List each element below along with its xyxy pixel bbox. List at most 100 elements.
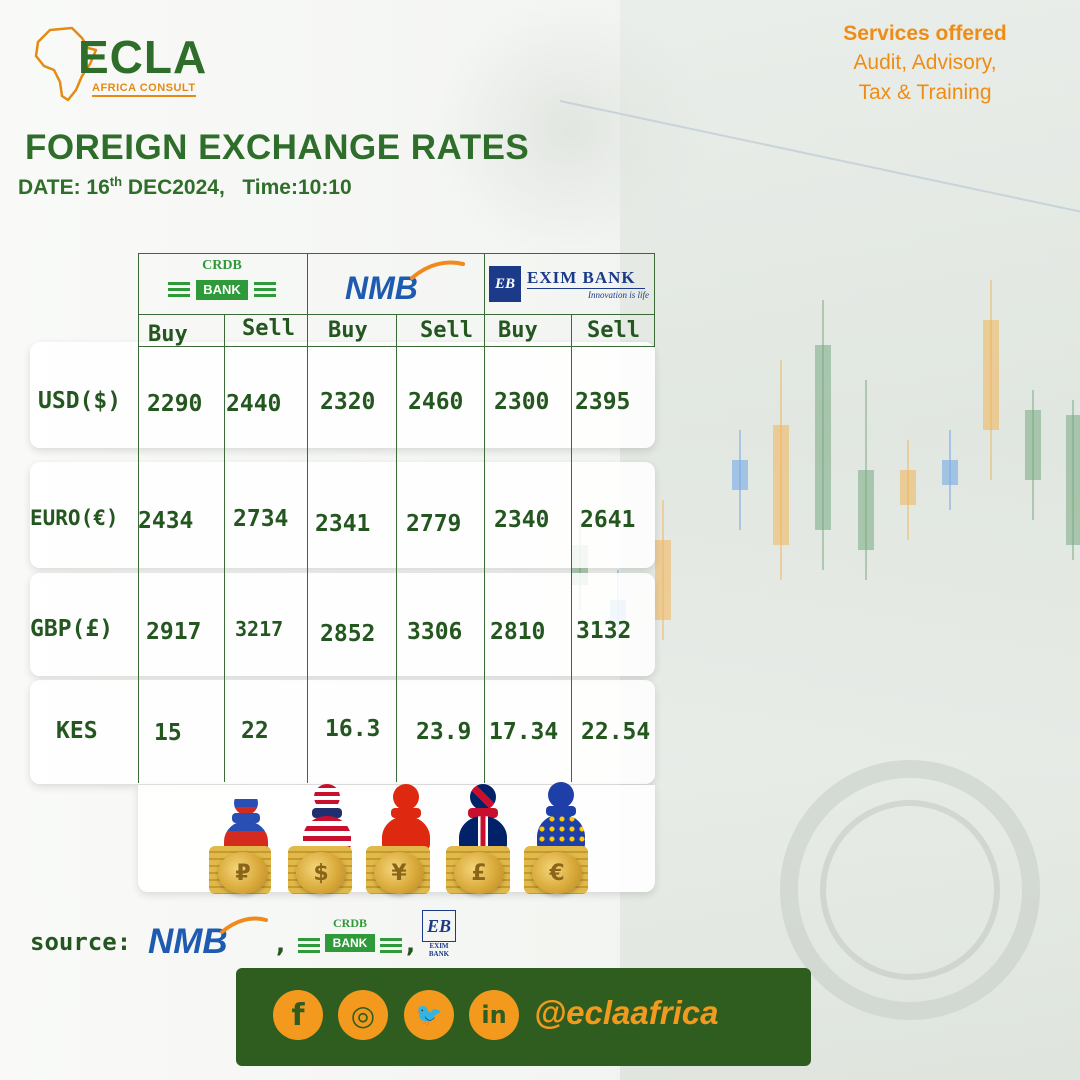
table-cell: 16.3 bbox=[325, 716, 381, 742]
source-exim-emblem: EB bbox=[422, 910, 456, 942]
col-exim-sell: Sell bbox=[587, 318, 640, 343]
exim-bank-name: EXIM BANK bbox=[527, 268, 636, 287]
row-background-euro bbox=[30, 462, 655, 568]
candlestick bbox=[655, 500, 671, 640]
currency-gbp: GBP(£) bbox=[30, 616, 114, 642]
nmb-swoosh-icon bbox=[410, 260, 465, 280]
source-nmb-swoosh-icon bbox=[220, 916, 268, 934]
table-cell: 2300 bbox=[494, 389, 550, 415]
crdb-bank-logo: CRDB BANK bbox=[168, 258, 276, 308]
candlestick bbox=[942, 430, 958, 510]
col-nmb-buy: Buy bbox=[328, 318, 368, 343]
logo-subtitle: AFRICA CONSULT bbox=[92, 82, 196, 97]
row-background-kes bbox=[30, 680, 655, 784]
table-cell: 2734 bbox=[233, 506, 289, 532]
source-label: source: bbox=[30, 928, 132, 956]
table-cell: 2290 bbox=[147, 391, 203, 417]
services-line-1: Audit, Advisory, bbox=[853, 51, 997, 74]
twitter-icon[interactable]: 🐦 bbox=[404, 990, 454, 1040]
table-border bbox=[307, 253, 308, 783]
euro-coin-icon: € bbox=[532, 852, 582, 894]
eu-flag-pawn-icon bbox=[530, 778, 590, 860]
table-cell: 3306 bbox=[407, 619, 463, 645]
source-nmb-logo: NMB bbox=[148, 922, 228, 961]
crdb-top-text: CRDB bbox=[202, 258, 242, 273]
source-crdb-logo: CRDB BANK bbox=[298, 916, 402, 958]
ecla-logo: ECLA AFRICA CONSULT bbox=[30, 24, 220, 104]
row-background-usd bbox=[30, 342, 655, 448]
social-media-bar: f ◎ 🐦 in @eclaafrica bbox=[236, 968, 811, 1066]
source-exim-name: EXIM BANK bbox=[428, 942, 450, 958]
candlestick bbox=[773, 360, 789, 580]
africa-map-icon bbox=[34, 26, 98, 102]
source-crdb-bank-text: BANK bbox=[325, 934, 375, 952]
time: Time:10:10 bbox=[242, 176, 352, 199]
table-cell: 2320 bbox=[320, 389, 376, 415]
social-handle[interactable]: @eclaafrica bbox=[534, 994, 719, 1031]
table-border bbox=[396, 314, 397, 782]
table-cell: 3217 bbox=[235, 617, 284, 641]
crdb-bank-text: BANK bbox=[196, 280, 248, 300]
ruble-coin-icon: ₽ bbox=[218, 852, 268, 894]
table-cell: 22 bbox=[241, 718, 269, 744]
col-crdb-sell: Sell bbox=[242, 316, 295, 341]
col-nmb-sell: Sell bbox=[420, 318, 473, 343]
candlestick bbox=[983, 280, 999, 480]
table-cell: 2340 bbox=[494, 507, 550, 533]
table-cell: 2341 bbox=[315, 511, 371, 537]
table-border bbox=[571, 314, 572, 782]
table-border bbox=[654, 253, 655, 347]
facebook-icon[interactable]: f bbox=[273, 990, 323, 1040]
row-background-gbp bbox=[30, 573, 655, 676]
source-exim-logo: EB EXIM BANK bbox=[422, 910, 456, 960]
candlestick bbox=[900, 440, 916, 540]
table-cell: 2641 bbox=[580, 507, 636, 533]
table-border bbox=[224, 314, 225, 782]
table-cell: 2434 bbox=[138, 508, 194, 534]
table-cell: 15 bbox=[154, 720, 182, 746]
exim-tagline: Innovation is life bbox=[588, 290, 649, 300]
table-cell: 17.34 bbox=[489, 719, 559, 745]
table-border bbox=[484, 253, 485, 783]
table-cell: 3132 bbox=[576, 618, 632, 644]
coin-inner-outline bbox=[820, 800, 1000, 980]
table-cell: 2779 bbox=[406, 511, 462, 537]
table-cell: 22.54 bbox=[581, 719, 651, 745]
candlestick bbox=[858, 380, 874, 580]
table-cell: 2810 bbox=[490, 619, 546, 645]
source-crdb-top-text: CRDB bbox=[332, 916, 368, 930]
currency-kes: KES bbox=[56, 718, 98, 744]
page-title: FOREIGN EXCHANGE RATES bbox=[25, 128, 530, 167]
services-line-2: Tax & Training bbox=[858, 81, 992, 104]
table-cell: 23.9 bbox=[416, 719, 472, 745]
date-time: DATE: 16th DEC2024, Time:10:10 bbox=[18, 174, 352, 200]
table-border bbox=[138, 253, 139, 783]
table-cell: 2440 bbox=[226, 391, 282, 417]
candlestick bbox=[1066, 400, 1080, 560]
exim-emblem: EB bbox=[489, 266, 521, 302]
nmb-logo: NMB bbox=[345, 270, 418, 306]
dollar-coin-icon: $ bbox=[296, 852, 346, 894]
table-cell: 2460 bbox=[408, 389, 464, 415]
yuan-coin-icon: ¥ bbox=[374, 852, 424, 894]
candlestick bbox=[815, 300, 831, 570]
currency-euro: EURO(€) bbox=[30, 506, 119, 530]
linkedin-icon[interactable]: in bbox=[469, 990, 519, 1040]
exim-underline bbox=[527, 288, 645, 289]
instagram-icon[interactable]: ◎ bbox=[338, 990, 388, 1040]
table-cell: 2917 bbox=[146, 619, 202, 645]
date-suffix: th bbox=[109, 174, 123, 189]
source-separator: , bbox=[276, 930, 286, 958]
table-cell: 2852 bbox=[320, 621, 376, 647]
table-border bbox=[138, 253, 655, 254]
source-separator: , bbox=[406, 930, 416, 958]
candlestick bbox=[1025, 390, 1041, 520]
services-title: Services offered bbox=[843, 22, 1007, 45]
col-crdb-buy: Buy bbox=[148, 322, 188, 347]
services-offered: Services offered Audit, Advisory, Tax & … bbox=[810, 20, 1040, 108]
currency-usd: USD($) bbox=[38, 388, 122, 414]
col-exim-buy: Buy bbox=[498, 318, 538, 343]
date-prefix: DATE: 16 bbox=[18, 176, 110, 199]
logo-wordmark: ECLA bbox=[78, 31, 208, 83]
